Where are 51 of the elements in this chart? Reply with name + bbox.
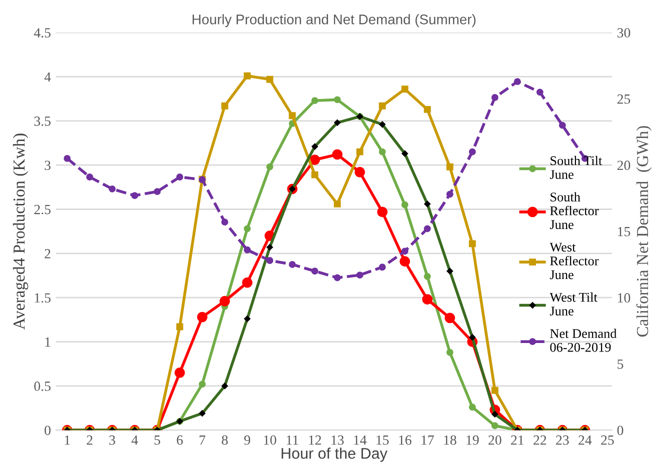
x-tick-label: 6 <box>176 435 183 445</box>
y-tick-label: 0 <box>44 426 51 436</box>
y-tick-label: 3 <box>44 160 51 170</box>
legend-label: South Reflector June <box>550 192 599 230</box>
x-tick-label: 12 <box>309 435 321 445</box>
legend-label: Net Demand 06-20-2019 <box>550 328 617 352</box>
x-tick-label: 8 <box>222 435 228 445</box>
legend-label: West Tilt June <box>550 292 598 316</box>
y-tick-label: 0.5 <box>34 382 51 391</box>
legend-label: West Reflector June <box>550 242 599 280</box>
x-tick-label: 11 <box>286 435 298 445</box>
x-axis-title: Hour of the Day <box>282 448 388 462</box>
x-tick-label: 21 <box>511 435 524 445</box>
legend-label: South Tilt June <box>550 156 602 179</box>
x-tick-label: 23 <box>556 435 569 445</box>
x-tick-label: 15 <box>376 435 389 445</box>
x-tick-label: 7 <box>200 436 206 445</box>
y-tick-label: 3.5 <box>34 116 51 126</box>
y-tick-label: 4.5 <box>34 28 51 38</box>
y-tick-label: 2.5 <box>34 204 51 214</box>
x-tick-label: 1 <box>64 435 70 445</box>
chart-title: Hourly Production and Net Demand (Summer) <box>192 14 476 28</box>
x-tick-label: 13 <box>332 435 344 445</box>
y2-tick-label: 20 <box>617 160 630 170</box>
y-tick-label: 1.5 <box>34 293 51 303</box>
x-tick-label: 24 <box>578 435 592 445</box>
y-tick-label: 2 <box>44 249 50 258</box>
x-tick-label: 25 <box>601 435 614 445</box>
y2-tick-label: 5 <box>618 360 624 369</box>
y2-tick-label: 15 <box>618 226 630 236</box>
x-tick-label: 3 <box>109 435 116 445</box>
x-tick-label: 5 <box>154 436 160 445</box>
x-tick-label: 16 <box>399 435 412 445</box>
y2-tick-label: 30 <box>617 28 630 38</box>
y2-axis-title: California Net Demand (GWh) <box>636 126 652 337</box>
x-tick-label: 2 <box>86 435 92 445</box>
y-tick-label: 4 <box>44 72 51 82</box>
y2-tick-label: 10 <box>618 293 630 303</box>
x-tick-label: 4 <box>132 435 138 445</box>
x-tick-label: 17 <box>422 435 434 445</box>
y2-tick-label: 0 <box>617 426 624 436</box>
x-tick-label: 18 <box>444 435 456 445</box>
x-tick-label: 9 <box>244 435 250 445</box>
y-axis-title: Averaged4 Production (Kwh) <box>12 134 28 330</box>
x-tick-label: 20 <box>488 435 502 445</box>
x-tick-label: 10 <box>264 435 276 445</box>
y2-tick-label: 25 <box>617 94 630 104</box>
x-tick-label: 19 <box>466 435 479 445</box>
x-tick-label: 14 <box>354 435 367 445</box>
y-tick-label: 1 <box>45 337 50 347</box>
x-tick-label: 22 <box>534 435 546 445</box>
